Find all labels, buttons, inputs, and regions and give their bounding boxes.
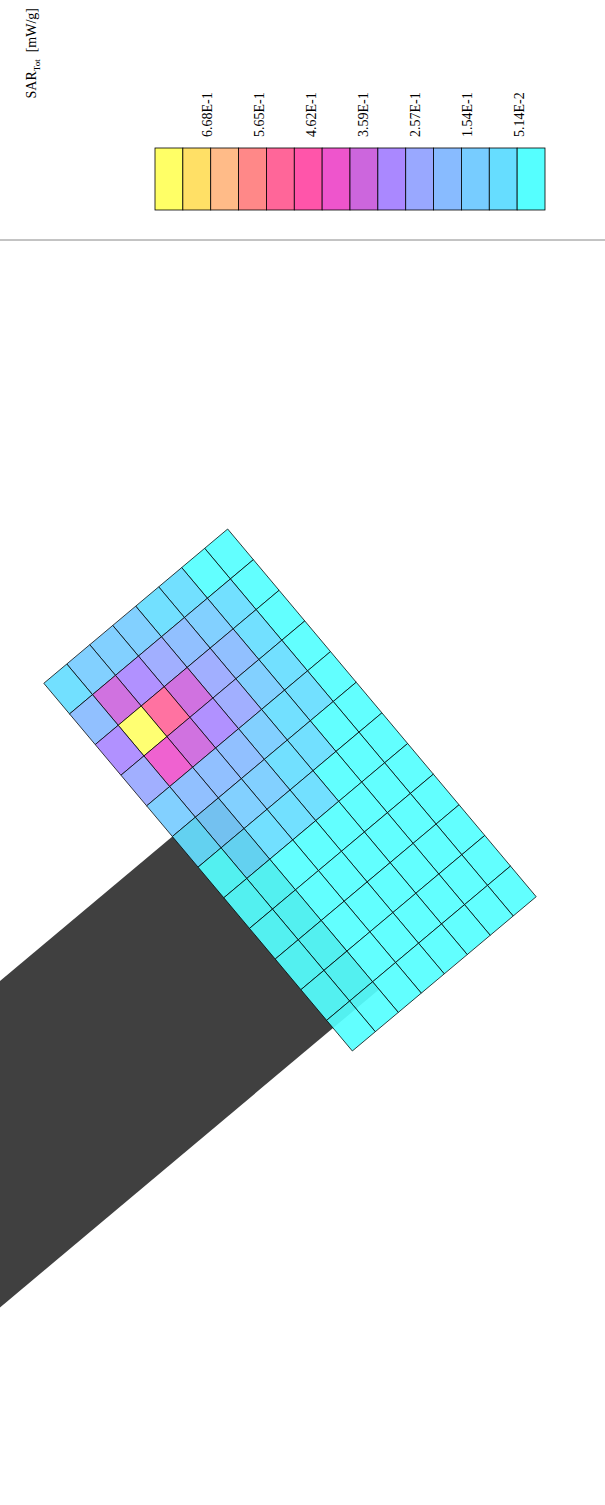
colorbar-tick-label: 3.59E-1 [356, 92, 371, 137]
colorbar-tick-label: 4.62E-1 [304, 92, 319, 137]
colorbar-title: SARTot [mW/g] [24, 8, 42, 98]
colorbar-tick-label: 6.68E-1 [200, 92, 215, 137]
chart: 6.68E-1 5.65E-1 4.62E-1 3.59E-1 2.57E-1 1.54E… [0, 0, 605, 1505]
colorbar-swatch [406, 148, 434, 210]
colorbar-swatch [322, 148, 350, 210]
colorbar-swatch [211, 148, 239, 210]
colorbar-tick-label: 2.57E-1 [408, 92, 423, 137]
colorbar-swatch [183, 148, 211, 210]
phone [0, 798, 379, 1505]
heatmap-cell [327, 1001, 376, 1051]
cells [44, 529, 536, 1051]
colorbar-swatch [294, 148, 322, 210]
colorbar-swatch [378, 148, 406, 210]
colorbar-swatch [434, 148, 462, 210]
colorbar: 6.68E-1 5.65E-1 4.62E-1 3.59E-1 2.57E-1 1.54E… [24, 8, 545, 210]
colorbar-swatch [489, 148, 517, 210]
colorbar-swatch [155, 148, 183, 210]
colorbar-swatch [350, 148, 378, 210]
sar-surface [0, 529, 536, 1505]
title-subscript: Tot [32, 59, 42, 71]
separator [0, 240, 605, 241]
colorbar-swatch [239, 148, 267, 210]
colorbar-tick-label: 5.14E-2 [512, 92, 527, 137]
colorbar-swatch [517, 148, 545, 210]
colorbar-swatch [461, 148, 489, 210]
colorbar-tick-label: 5.65E-1 [252, 92, 267, 137]
colorbar-swatch [266, 148, 294, 210]
title-main: SAR [24, 71, 39, 99]
title-units: [mW/g] [24, 8, 39, 59]
colorbar-tick-label: 1.54E-1 [460, 92, 475, 137]
